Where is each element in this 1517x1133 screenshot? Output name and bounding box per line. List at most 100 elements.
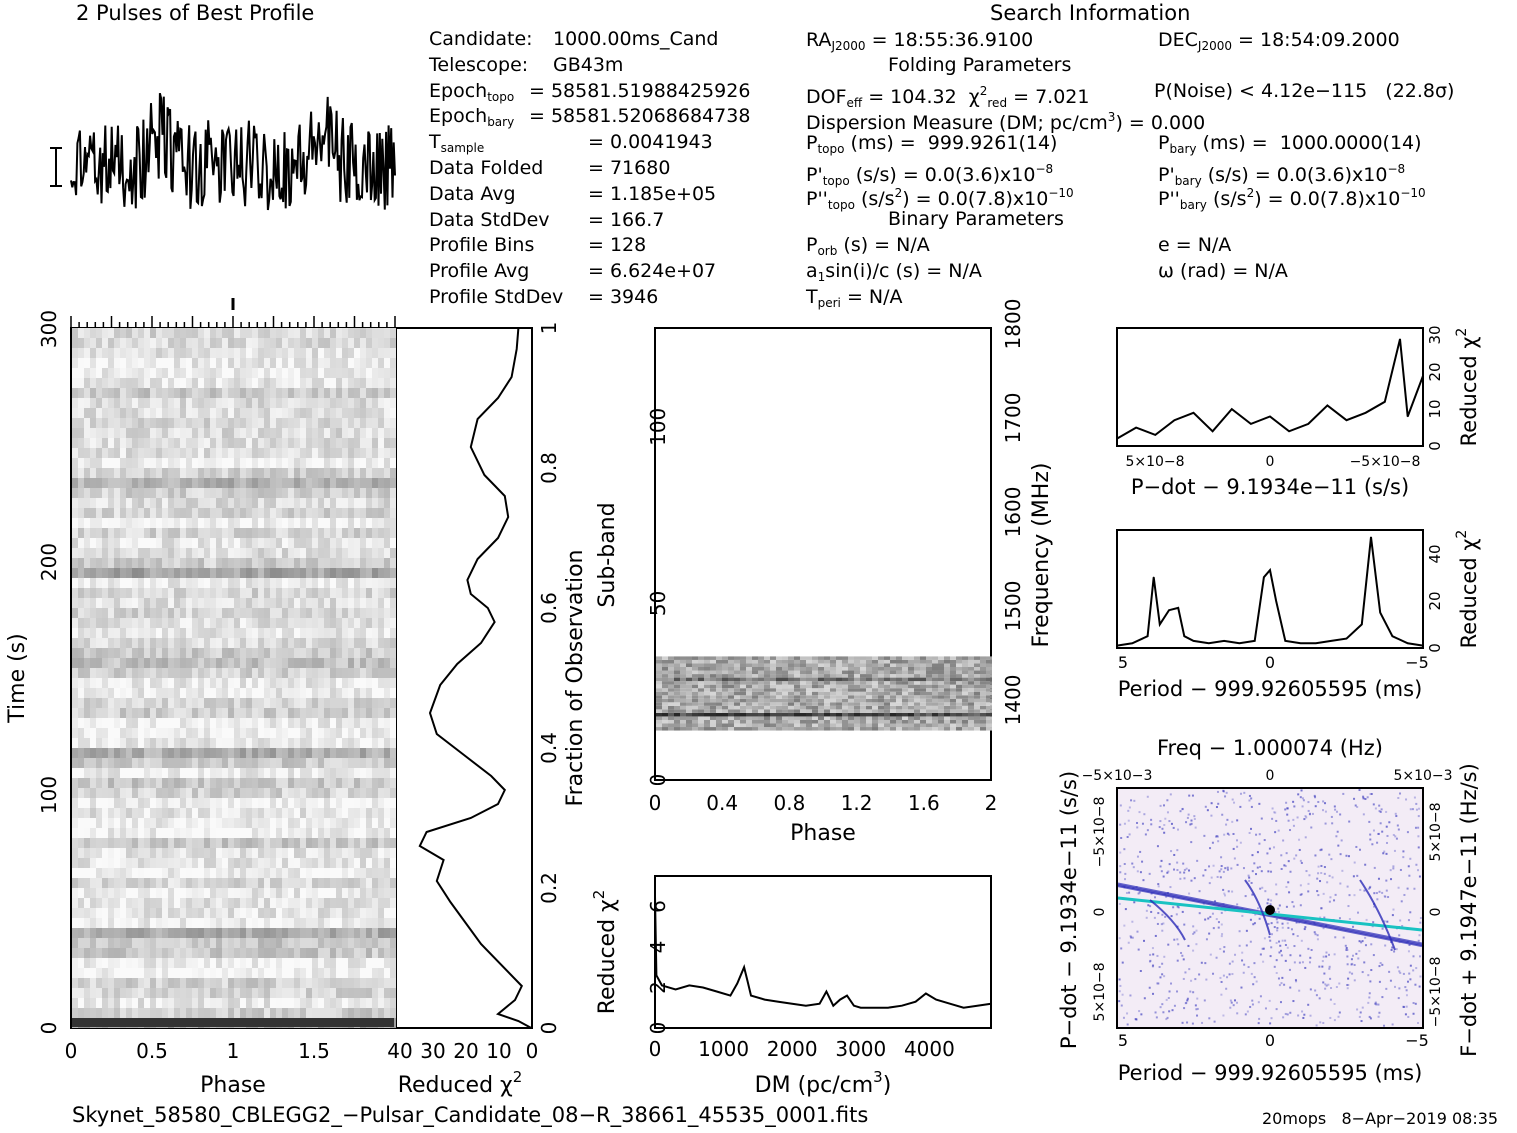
heatmap-cell — [752, 719, 758, 724]
heatmap-cell — [270, 548, 276, 558]
heatmap-cell — [818, 677, 824, 682]
heatmap-cell — [258, 508, 264, 518]
heatmap-cell — [312, 718, 318, 728]
heatmap-cell — [72, 698, 78, 708]
heatmap-cell — [90, 638, 96, 648]
heatmap-cell — [210, 728, 216, 738]
heatmap-cell — [366, 368, 372, 378]
heatmap-cell — [360, 858, 366, 868]
heatmap-cell — [198, 388, 204, 398]
heatmap-cell — [132, 478, 138, 488]
heatmap-cell — [270, 398, 276, 408]
heatmap-cell — [126, 668, 132, 678]
heatmap-cell — [848, 723, 854, 728]
heatmap-cell — [318, 498, 324, 508]
heatmap-cell — [294, 708, 300, 718]
heatmap-cell — [656, 681, 662, 685]
heatmap-cell — [270, 968, 276, 978]
heatmap-cell — [734, 712, 740, 717]
heatmap-cell — [300, 488, 306, 498]
heatmap-cell — [186, 998, 192, 1008]
heatmap-cell — [132, 468, 138, 478]
heatmap-cell — [150, 838, 156, 848]
heatmap-cell — [686, 663, 692, 667]
heatmap-cell — [342, 418, 348, 428]
heatmap-cell — [228, 438, 234, 448]
heatmap-cell — [198, 358, 204, 368]
heatmap-cell — [932, 723, 938, 728]
heatmap-cell — [324, 878, 330, 888]
heatmap-cell — [330, 708, 336, 718]
heatmap-cell — [72, 948, 78, 958]
heatmap-cell — [788, 656, 794, 660]
heatmap-cell — [102, 638, 108, 648]
heatmap-cell — [668, 695, 674, 699]
heatmap-cell — [252, 948, 258, 958]
heatmap-cell — [186, 1008, 192, 1018]
heatmap-cell — [114, 808, 120, 818]
heatmap-cell — [366, 778, 372, 788]
heatmap-cell — [324, 998, 330, 1008]
heatmap-cell — [902, 702, 908, 706]
heatmap-cell — [264, 628, 270, 638]
heatmap-cell — [288, 778, 294, 788]
heatmap-cell — [282, 818, 288, 828]
heatmap-cell — [216, 848, 222, 858]
heatmap-cell — [770, 723, 776, 728]
heatmap-cell — [294, 568, 300, 578]
heatmap-cell — [342, 818, 348, 828]
heatmap-cell — [662, 723, 668, 728]
heatmap-cell — [156, 778, 162, 788]
heatmap-cell — [710, 663, 716, 667]
heatmap-cell — [794, 702, 800, 706]
heatmap-cell — [668, 688, 674, 692]
heatmap-cell — [150, 668, 156, 678]
heatmap-cell — [692, 674, 698, 678]
heatmap-cell — [114, 698, 120, 708]
heatmap-cell — [390, 818, 396, 828]
heatmap-cell — [300, 798, 306, 808]
heatmap-cell — [384, 678, 390, 688]
heatmap-cell — [746, 691, 752, 696]
heatmap-cell — [204, 948, 210, 958]
heatmap-cell — [120, 618, 126, 628]
heatmap-cell — [836, 667, 842, 671]
heatmap-cell — [806, 684, 812, 689]
heatmap-cell — [246, 548, 252, 558]
heatmap-cell — [656, 702, 662, 706]
heatmap-cell — [348, 678, 354, 688]
heatmap-cell — [390, 708, 396, 718]
heatmap-cell — [728, 691, 734, 696]
heatmap-cell — [192, 918, 198, 928]
heatmap-cell — [824, 712, 830, 717]
heatmap-cell — [258, 958, 264, 968]
heatmap-cell — [372, 618, 378, 628]
heatmap-cell — [78, 528, 84, 538]
heatmap-cell — [246, 478, 252, 488]
heatmap-cell — [306, 768, 312, 778]
heatmap-cell — [246, 828, 252, 838]
heatmap-cell — [168, 618, 174, 628]
heatmap-cell — [932, 663, 938, 667]
heatmap-cell — [384, 818, 390, 828]
heatmap-cell — [210, 568, 216, 578]
heatmap-cell — [126, 508, 132, 518]
heatmap-cell — [378, 558, 384, 568]
heatmap-cell — [354, 378, 360, 388]
heatmap-cell — [366, 698, 372, 708]
heatmap-cell — [126, 948, 132, 958]
heatmap-cell — [366, 548, 372, 558]
heatmap-cell — [96, 378, 102, 388]
heatmap-cell — [938, 723, 944, 728]
heatmap-cell — [716, 674, 722, 678]
heatmap-cell — [276, 538, 282, 548]
heatmap-cell — [108, 638, 114, 648]
heatmap-cell — [132, 488, 138, 498]
heatmap-cell — [132, 578, 138, 588]
heatmap-cell — [102, 438, 108, 448]
heatmap-cell — [318, 448, 324, 458]
heatmap-cell — [848, 698, 854, 703]
heatmap-cell — [722, 674, 728, 678]
heatmap-cell — [300, 618, 306, 628]
heatmap-cell — [908, 684, 914, 689]
